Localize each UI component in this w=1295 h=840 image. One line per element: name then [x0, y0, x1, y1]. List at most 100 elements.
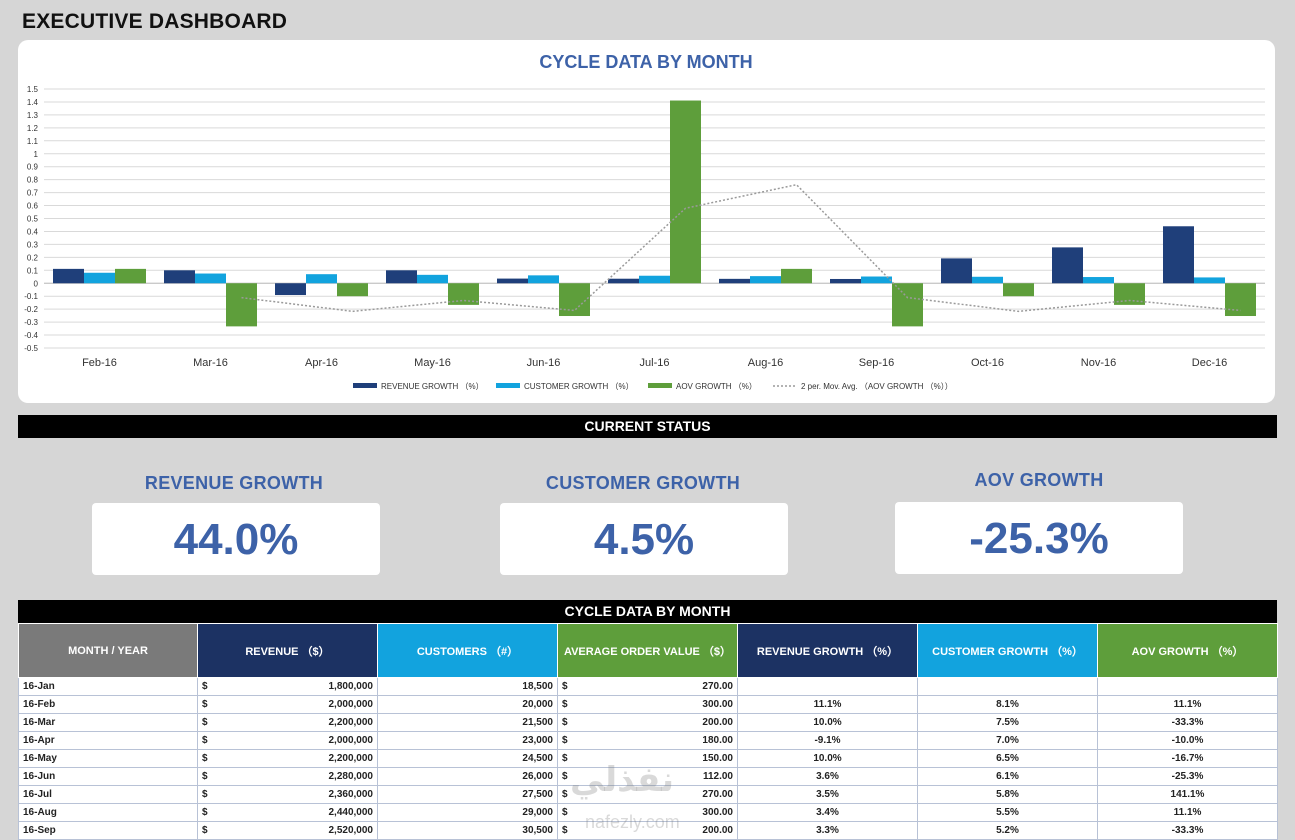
- cell-revenue-growth-value: 10.0%: [813, 753, 842, 764]
- x-tick-label: Jun-16: [527, 357, 561, 369]
- bar-aov-growth: [1114, 283, 1145, 305]
- cell-revenue-growth-value: 3.4%: [816, 807, 839, 818]
- cell-revenue-value: 2,000,000: [328, 735, 374, 746]
- bar-customer-growth: [84, 272, 115, 284]
- bar-customer-growth: [639, 275, 670, 284]
- y-tick-label: 0.6: [27, 202, 39, 211]
- legend-swatch: [353, 383, 377, 388]
- cell-aov-growth-value: -25.3%: [1171, 771, 1204, 782]
- currency-symbol: $: [562, 699, 568, 710]
- x-tick-label: Nov-16: [1081, 357, 1116, 369]
- cell-aov: $180.00: [557, 731, 738, 750]
- cell-month: 16-Feb: [18, 695, 198, 714]
- x-tick-label: Oct-16: [971, 357, 1004, 369]
- y-tick-label: 0.5: [27, 215, 39, 224]
- cell-aov-growth: 11.1%: [1097, 803, 1278, 822]
- currency-symbol: $: [562, 735, 568, 746]
- bar-aov-growth: [115, 268, 146, 284]
- col-revenue-growth: REVENUE GROWTH （%）: [737, 623, 918, 678]
- y-tick-label: 1.5: [27, 85, 39, 94]
- cell-month-value: 16-Jan: [23, 681, 55, 692]
- cell-month-value: 16-Aug: [23, 807, 57, 818]
- cell-revenue-growth-value: 3.3%: [816, 825, 839, 836]
- bar-customer-growth: [1194, 277, 1225, 284]
- cell-customers-value: 21,500: [522, 717, 553, 728]
- cell-month-value: 16-Feb: [23, 699, 56, 710]
- y-tick-label: 0.9: [27, 163, 39, 172]
- bar-revenue-growth: [1052, 247, 1083, 284]
- cell-aov: $200.00: [557, 713, 738, 732]
- cell-month-value: 16-May: [23, 753, 57, 764]
- currency-symbol: $: [562, 825, 568, 836]
- cell-aov-growth-value: -10.0%: [1171, 735, 1204, 746]
- cell-revenue: $2,000,000: [197, 695, 378, 714]
- cycle-data-chart: CYCLE DATA BY MONTH -0.5 -0.4 -0.3 -0.2 -0.1 0…: [24, 52, 1265, 391]
- y-tick-label: 0.2: [27, 253, 39, 262]
- kpi-value-aov-growth: -25.3%: [895, 502, 1183, 574]
- y-tick-label: -0.5: [24, 344, 38, 353]
- bar-aov-growth: [670, 100, 701, 284]
- cell-customers: 20,000: [377, 695, 558, 714]
- cell-aov-growth: -25.3%: [1097, 767, 1278, 786]
- cell-revenue: $1,800,000: [197, 677, 378, 696]
- bar-revenue-growth: [386, 270, 417, 284]
- bar-aov-growth: [1003, 283, 1034, 297]
- cell-revenue: $2,200,000: [197, 749, 378, 768]
- bar-revenue-growth: [941, 258, 972, 284]
- cell-customers: 26,000: [377, 767, 558, 786]
- cell-aov-value: 180.00: [702, 735, 733, 746]
- cell-revenue-value: 2,280,000: [328, 771, 374, 782]
- table-row: 16-Jun $2,280,000 26,000 $112.00 3.6% 6.1% -25…: [18, 767, 1278, 786]
- cell-customers: 27,500: [377, 785, 558, 804]
- cell-revenue-growth: [737, 677, 918, 696]
- cell-aov-value: 300.00: [702, 699, 733, 710]
- currency-symbol: $: [202, 717, 208, 728]
- x-tick-label: May-16: [414, 357, 451, 369]
- cell-aov-value: 112.00: [702, 771, 733, 782]
- moving-average-line: [241, 183, 1241, 313]
- x-tick-label: Sep-16: [859, 357, 894, 369]
- cell-customers-value: 30,500: [522, 825, 553, 836]
- cell-aov: $300.00: [557, 803, 738, 822]
- cell-customer-growth-value: 5.5%: [996, 807, 1019, 818]
- cell-revenue-growth-value: 3.6%: [816, 771, 839, 782]
- bar-customer-growth: [528, 275, 559, 284]
- cell-customer-growth-value: 6.1%: [996, 771, 1019, 782]
- bar-customer-growth: [306, 274, 337, 284]
- table-body: 16-Jan $1,800,000 18,500 $270.00 16-Feb $2,00…: [18, 677, 1278, 840]
- table-row: 16-Aug $2,440,000 29,000 $300.00 3.4% 5.5% 11.…: [18, 803, 1278, 822]
- bar-aov-growth: [559, 283, 590, 317]
- cell-aov: $150.00: [557, 749, 738, 768]
- cell-aov-value: 270.00: [702, 789, 733, 800]
- cell-revenue-growth: 11.1%: [737, 695, 918, 714]
- x-tick-label: Mar-16: [193, 357, 228, 369]
- cell-aov-growth-value: 11.1%: [1173, 699, 1202, 710]
- col-aov-growth: AOV GROWTH （%）: [1097, 623, 1278, 678]
- bar-revenue-growth: [719, 278, 750, 284]
- y-tick-label: 0: [34, 279, 39, 288]
- table-row: 16-Jan $1,800,000 18,500 $270.00: [18, 677, 1278, 696]
- kpi-value-customer-growth: 4.5%: [500, 503, 788, 575]
- currency-symbol: $: [562, 771, 568, 782]
- cell-customers: 23,000: [377, 731, 558, 750]
- y-tick-label: 1.4: [27, 98, 39, 107]
- y-tick-label: 1: [34, 150, 39, 159]
- cell-aov-value: 270.00: [702, 681, 733, 692]
- cell-customer-growth: 7.5%: [917, 713, 1098, 732]
- cell-month: 16-Jan: [18, 677, 198, 696]
- bar-customer-growth: [195, 273, 226, 284]
- table-header-row: MONTH / YEAR REVENUE （$） CUSTOMERS （#） A…: [18, 623, 1278, 678]
- cell-aov-value: 300.00: [702, 807, 733, 818]
- cell-customer-growth-value: 6.5%: [996, 753, 1019, 764]
- currency-symbol: $: [202, 789, 208, 800]
- cell-month-value: 16-Sep: [23, 825, 56, 836]
- cell-revenue-value: 2,520,000: [328, 825, 374, 836]
- x-tick-label: Apr-16: [305, 357, 338, 369]
- cell-aov: $300.00: [557, 695, 738, 714]
- cell-month: 16-Jul: [18, 785, 198, 804]
- cell-customer-growth-value: 7.5%: [996, 717, 1019, 728]
- table-row: 16-Mar $2,200,000 21,500 $200.00 10.0% 7.5% -3…: [18, 713, 1278, 732]
- table-row: 16-Feb $2,000,000 20,000 $300.00 11.1% 8.1% 11…: [18, 695, 1278, 714]
- cell-aov-value: 150.00: [702, 753, 733, 764]
- cell-customers: 29,000: [377, 803, 558, 822]
